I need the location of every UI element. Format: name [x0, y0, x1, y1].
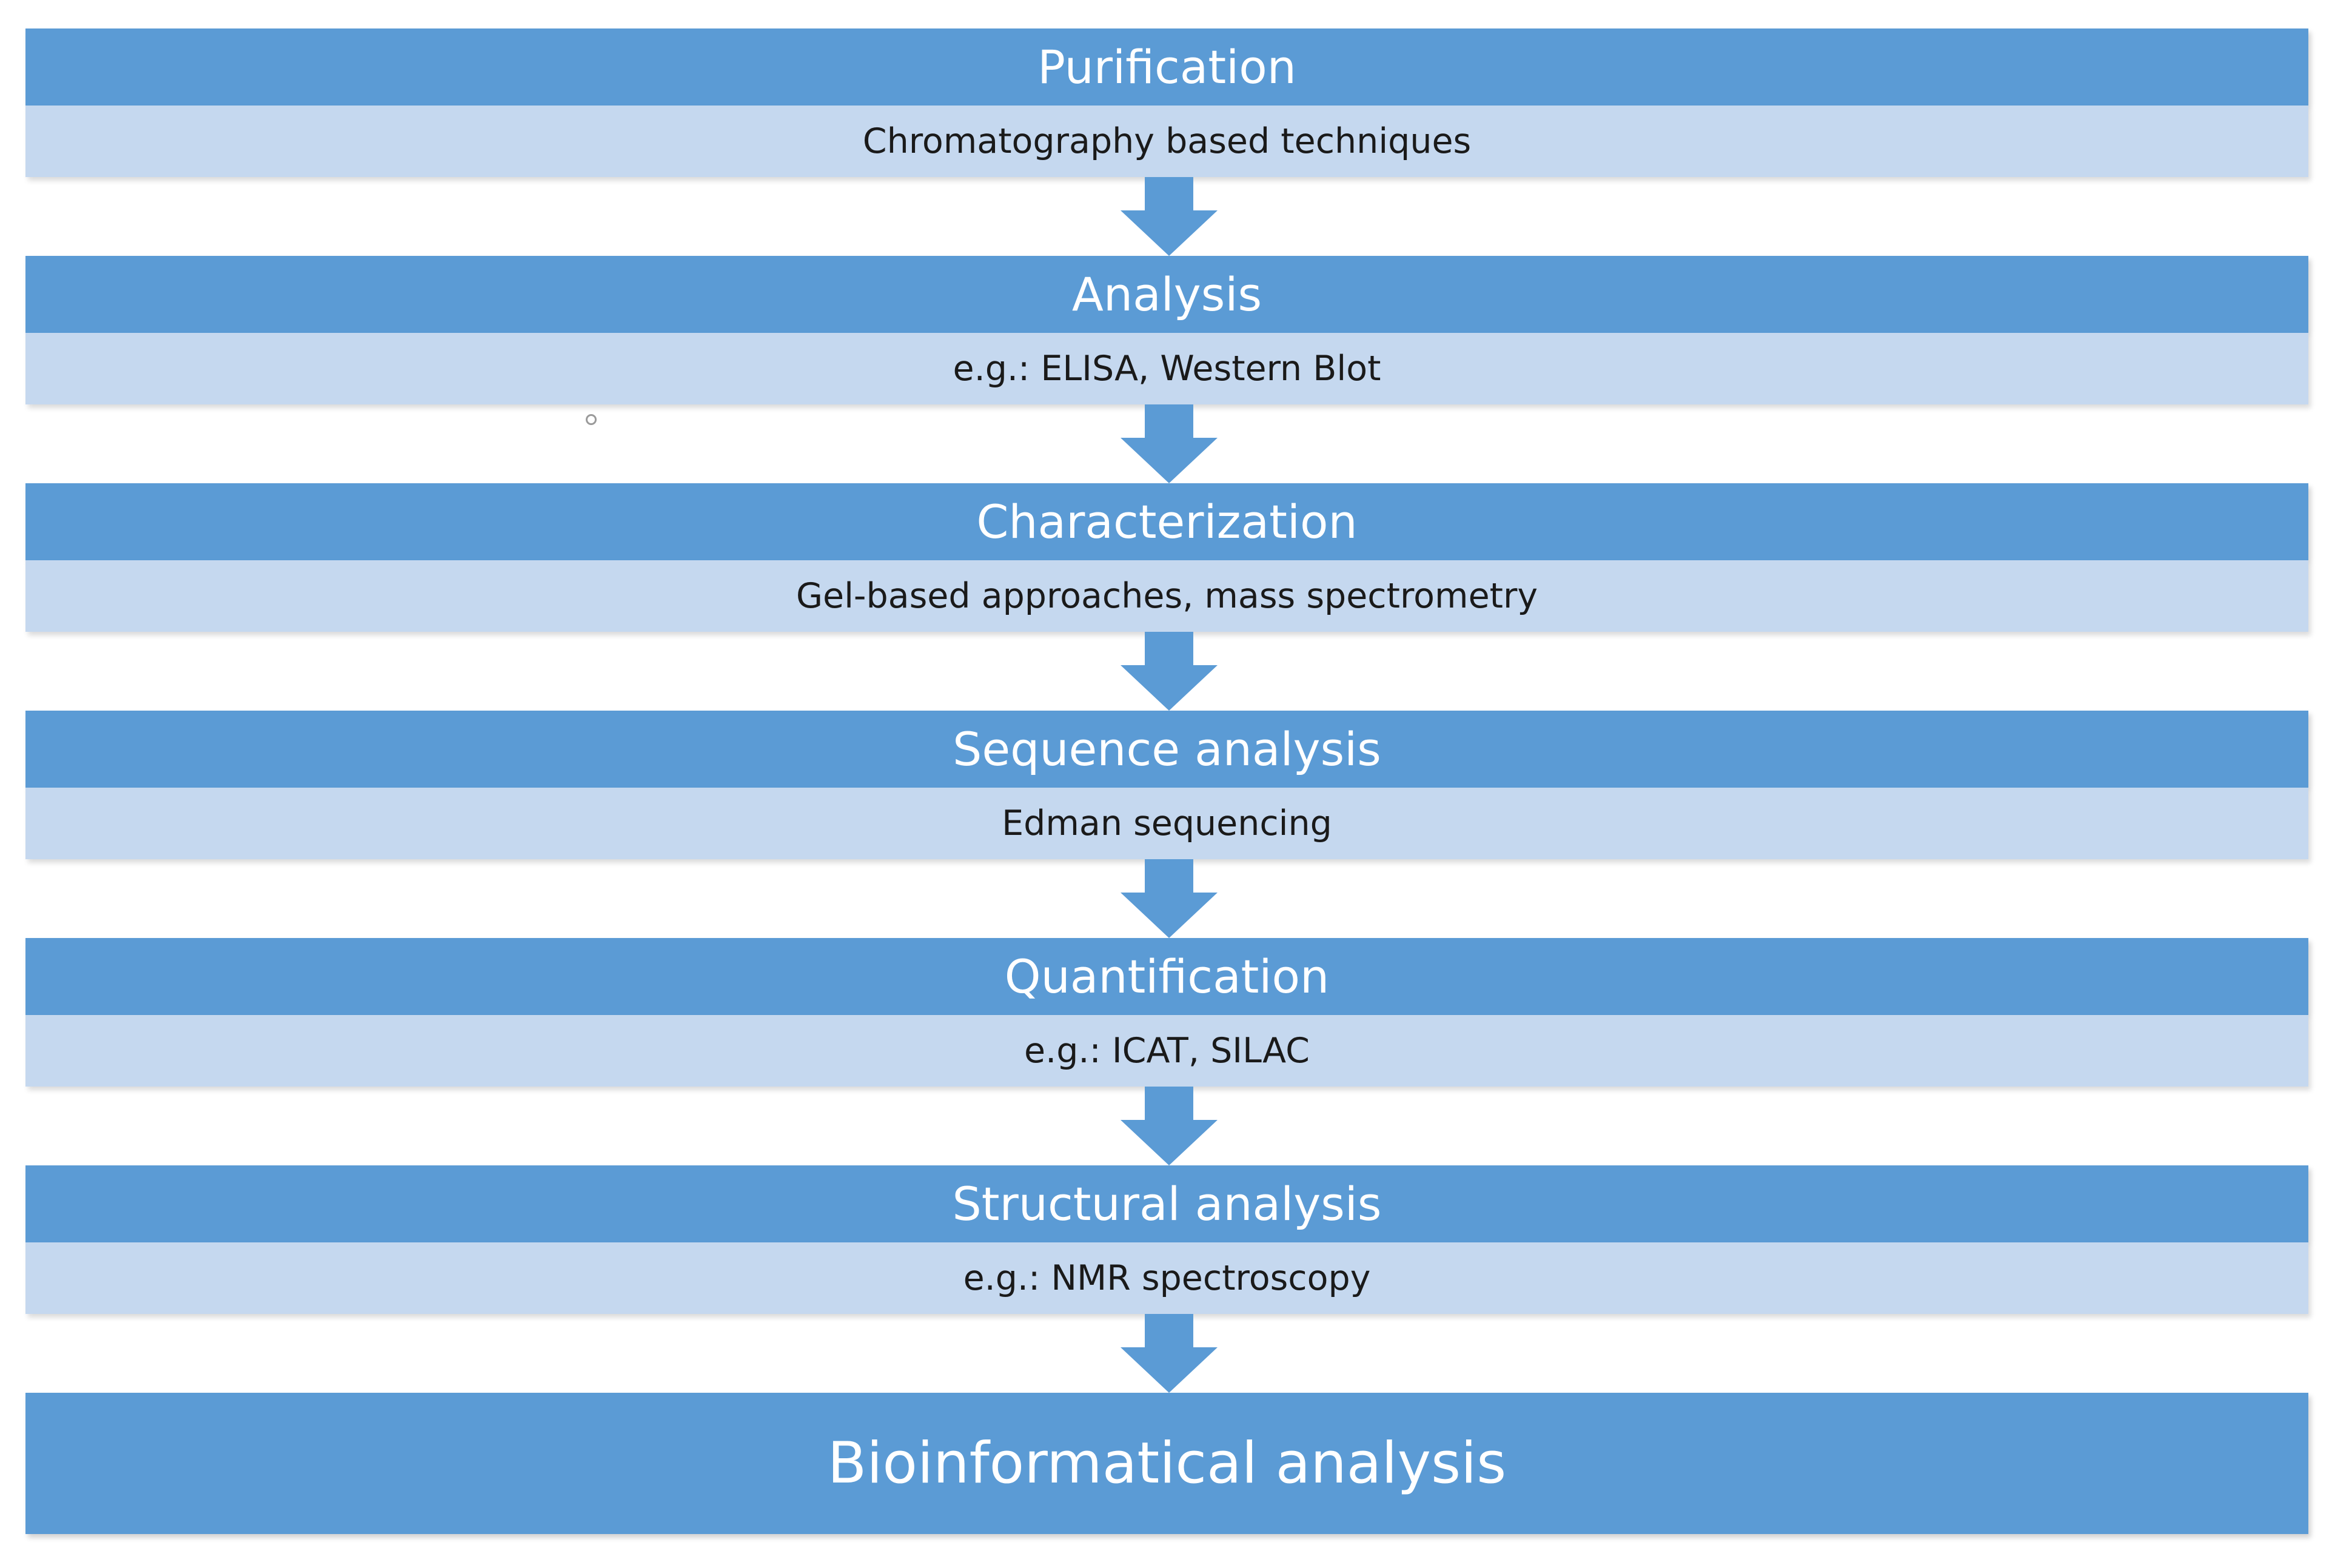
down-arrow-icon	[1121, 632, 1218, 711]
step-6-detail: e.g.: NMR spectroscopy	[25, 1242, 2308, 1314]
down-arrow-icon	[1121, 404, 1218, 483]
down-arrow-icon	[1121, 1314, 1218, 1393]
step-3-title: Characterization	[25, 483, 2308, 560]
down-arrow-icon	[1121, 177, 1218, 256]
step-2-detail: e.g.: ELISA, Western Blot	[25, 333, 2308, 404]
step-6-title: Structural analysis	[25, 1165, 2308, 1242]
step-5-detail: e.g.: ICAT, SILAC	[25, 1015, 2308, 1087]
step-2-title: Analysis	[25, 256, 2308, 333]
down-arrow-icon	[1121, 859, 1218, 938]
small-circle-marker	[586, 414, 597, 425]
final-step-title: Bioinformatical analysis	[25, 1393, 2308, 1534]
step-3-detail: Gel-based approaches, mass spectrometry	[25, 560, 2308, 632]
down-arrow-icon	[1121, 1087, 1218, 1165]
step-4-title: Sequence analysis	[25, 711, 2308, 788]
step-1-title: Purification	[25, 28, 2308, 106]
step-5-title: Quantification	[25, 938, 2308, 1015]
step-4-detail: Edman sequencing	[25, 788, 2308, 859]
step-1-detail: Chromatography based techniques	[25, 106, 2308, 177]
